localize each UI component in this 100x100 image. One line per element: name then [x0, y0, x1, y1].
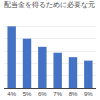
svg-text:7%: 7% — [53, 91, 62, 97]
svg-text:9%: 9% — [84, 91, 93, 97]
svg-text:4%: 4% — [7, 91, 16, 97]
svg-text:8%: 8% — [69, 91, 78, 97]
svg-text:6%: 6% — [38, 91, 47, 97]
svg-text:5%: 5% — [23, 91, 32, 97]
svg-text:配当金を得るために必要な元: 配当金を得るために必要な元 — [4, 1, 95, 9]
